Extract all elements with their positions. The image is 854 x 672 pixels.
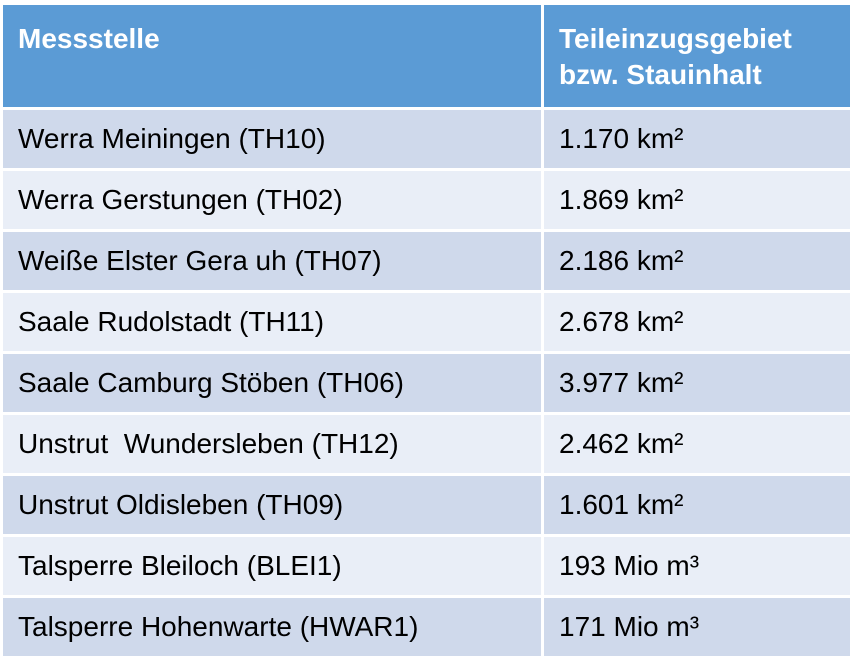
table-cell: 2.678 km² bbox=[544, 293, 850, 351]
table-cell: 171 Mio m³ bbox=[544, 598, 850, 656]
table-cell: Weiße Elster Gera uh (TH07) bbox=[3, 232, 541, 290]
cell-text: 1.869 km² bbox=[559, 184, 684, 215]
header-cell: Messstelle bbox=[3, 5, 541, 107]
cell-text: Saale Camburg Stöben (TH06) bbox=[18, 367, 404, 398]
table-cell: 2.462 km² bbox=[544, 415, 850, 473]
cell-text: 2.462 km² bbox=[559, 428, 684, 459]
cell-text: Saale Rudolstadt (TH11) bbox=[18, 306, 325, 337]
table-cell: 1.601 km² bbox=[544, 476, 850, 534]
table-cell: Unstrut Oldisleben (TH09) bbox=[3, 476, 541, 534]
table-cell: 1.170 km² bbox=[544, 110, 850, 168]
cell-text: 193 Mio m³ bbox=[559, 550, 700, 581]
header-text: bzw. Stauinhalt bbox=[559, 59, 762, 90]
cell-text: Weiße Elster Gera uh (TH07) bbox=[18, 245, 382, 276]
table-cell: 3.977 km² bbox=[544, 354, 850, 412]
table-cell: Werra Meiningen (TH10) bbox=[3, 110, 541, 168]
table-cell: 193 Mio m³ bbox=[544, 537, 850, 595]
header-text: Messstelle bbox=[18, 23, 160, 54]
cell-text: 1.170 km² bbox=[559, 123, 684, 154]
table-cell: Unstrut Wundersleben (TH12) bbox=[3, 415, 541, 473]
cell-text: 2.678 km² bbox=[559, 306, 684, 337]
table-cell: Talsperre Bleiloch (BLEI1) bbox=[3, 537, 541, 595]
cell-text: 1.601 km² bbox=[559, 489, 684, 520]
cell-text: Unstrut Oldisleben (TH09) bbox=[18, 489, 344, 520]
header-text: Teileinzugsgebiet bbox=[559, 23, 792, 54]
cell-text: 2.186 km² bbox=[559, 245, 684, 276]
table-cell: Saale Rudolstadt (TH11) bbox=[3, 293, 541, 351]
cell-text: Werra Meiningen (TH10) bbox=[18, 123, 326, 154]
cell-text: 3.977 km² bbox=[559, 367, 684, 398]
table-cell: 2.186 km² bbox=[544, 232, 850, 290]
cell-text: Talsperre Hohenwarte (HWAR1) bbox=[18, 611, 419, 642]
table-cell: Saale Camburg Stöben (TH06) bbox=[3, 354, 541, 412]
header-cell: Teileinzugsgebiet bzw. Stauinhalt bbox=[544, 5, 850, 107]
cell-text: 171 Mio m³ bbox=[559, 611, 700, 642]
cell-text: Werra Gerstungen (TH02) bbox=[18, 184, 343, 215]
table-cell: 1.869 km² bbox=[544, 171, 850, 229]
cell-text: Talsperre Bleiloch (BLEI1) bbox=[18, 550, 342, 581]
table-cell: Werra Gerstungen (TH02) bbox=[3, 171, 541, 229]
cell-text: Unstrut Wundersleben (TH12) bbox=[18, 428, 399, 459]
table-cell: Talsperre Hohenwarte (HWAR1) bbox=[3, 598, 541, 656]
